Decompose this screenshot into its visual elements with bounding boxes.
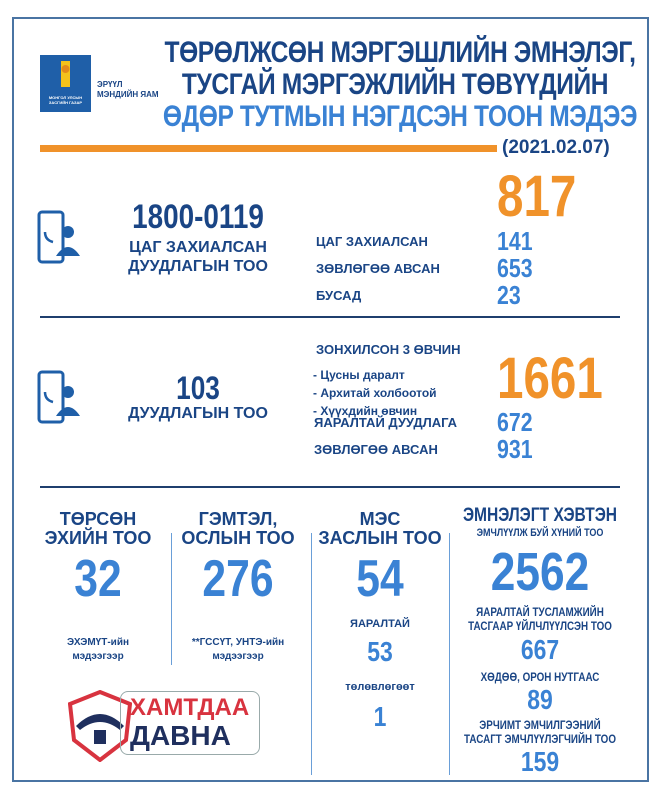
divider: [40, 486, 620, 488]
ministry-line1: ЭРҮҮЛ: [97, 80, 123, 89]
row-value: 141: [497, 226, 533, 256]
logo-box: [120, 691, 260, 755]
divider: [40, 316, 620, 318]
row-value: 672: [497, 407, 533, 437]
note-line: ЭХЭМҮТ-ийн: [66, 637, 130, 648]
row-label: ЗӨВЛӨГӨӨ АВСАН: [314, 442, 438, 457]
inpatients-title: ЭМНЭЛЭГТ ХЭВТЭН: [462, 505, 618, 526]
row-value: 653: [497, 253, 533, 283]
government-emblem-logo: МОНГОЛ УЛСЫН ЗАСГИЙН ГАЗАР: [40, 55, 91, 112]
surgery-planned-value: 1: [373, 701, 387, 732]
ministry-name: ЭРҮҮЛ МЭНДИЙН ЯАМ: [97, 80, 159, 100]
ger-shield-icon: [68, 690, 132, 762]
births-value: 32: [74, 550, 122, 608]
row-label: ЯАРАЛТАЙ ДУУДЛАГА: [314, 415, 458, 430]
rural-value: 89: [527, 684, 553, 715]
column-divider: [449, 533, 450, 775]
label-line: ЯАРАЛТАЙ ТУСЛАМЖИЙН: [476, 605, 604, 619]
column-divider: [171, 533, 172, 665]
births-note: ЭХЭМҮТ-ийн мэдээгээр: [28, 636, 168, 664]
hamtdaa-davna-logo: ХАМТДАА ДАВНА: [68, 690, 260, 762]
surgery-planned-label: төлөвлөгөөт: [345, 681, 415, 693]
surgery-title: МЭС ЗАСЛЫН ТОО: [310, 510, 450, 548]
title-line: ГЭМТЭЛ,: [198, 509, 278, 529]
injuries-note: **ГССҮТ, УНТЭ-ийн мэдээгээр: [168, 636, 308, 664]
title-line: ЗАСЛЫН ТОО: [318, 528, 442, 548]
icu-label: ЭРЧИМТ ЭМЧИЛГЭЭНИЙ ТАСАГТ ЭМЧЛҮҮЛЭГЧИЙН …: [458, 718, 622, 746]
column-divider: [311, 533, 312, 775]
infographic-frame: [12, 17, 649, 782]
ministry-line2: МЭНДИЙН ЯАМ: [97, 90, 159, 99]
list-item: - Архитай холбоотой: [313, 386, 437, 400]
title-line3: ӨДӨР ТУТМЫН НЭГДСЭН ТООН МЭДЭЭ: [162, 100, 638, 133]
top3-title: ЗОНХИЛСОН 3 ӨВЧИН: [316, 342, 461, 357]
row-label: ЗӨВЛӨГӨӨ АВСАН: [316, 261, 440, 276]
title-line2: ТУСГАЙ МЭРГЭЖЛИЙН ТӨВҮҮДИЙН: [181, 68, 609, 101]
title-line: ОСЛЫН ТОО: [181, 528, 295, 548]
title-line: МЭС: [359, 509, 401, 529]
phone-doctor-icon: [37, 370, 80, 424]
surgery-urgent-value: 53: [367, 636, 393, 667]
label-line: ТАСАГТ ЭМЧЛҮҮЛЭГЧИЙН ТОО: [464, 732, 616, 746]
list-item: - Хүүхдийн өвчин: [313, 404, 418, 418]
caption-line2: ДУУДЛАГЫН ТОО: [128, 258, 268, 275]
emblem-text: МОНГОЛ УЛСЫН ЗАСГИЙН ГАЗАР: [48, 95, 83, 105]
title-line1: ТӨРӨЛЖСӨН МЭРГЭШЛИЙН ЭМНЭЛЭГ,: [164, 36, 636, 69]
row-label: БУСАД: [316, 288, 362, 303]
inpatients-subtitle: ЭМЧЛҮҮЛЖ БУЙ ХҮНИЙ ТОО: [476, 527, 604, 539]
logo-line1: ХАМТДАА: [130, 694, 250, 721]
note-line: мэдээгээр: [212, 651, 264, 662]
emergency-value: 667: [520, 634, 560, 665]
emergency-label: ЯАРАЛТАЙ ТУСЛАМЖИЙН ТАСГААР ҮЙЛЧЛҮҮЛСЭН …: [458, 605, 622, 633]
top3-list: - Цусны даралт - Архитай холбоотой - Хүү…: [313, 366, 437, 420]
row-value: 931: [497, 434, 533, 464]
surgery-value: 54: [356, 550, 404, 608]
calls-caption: ДУУДЛАГЫН ТОО: [128, 405, 268, 422]
injuries-title: ГЭМТЭЛ, ОСЛЫН ТОО: [168, 510, 308, 548]
soyombo-icon: [61, 61, 70, 87]
list-item: - Цусны даралт: [313, 368, 405, 382]
calls-number: 103: [176, 370, 220, 406]
injuries-value: 276: [202, 550, 274, 608]
title-line: ТӨРСӨН: [59, 509, 137, 529]
icu-value: 159: [520, 746, 560, 777]
note-line: **ГССҮТ, УНТЭ-ийн: [191, 637, 285, 648]
note-line: мэдээгээр: [72, 651, 124, 662]
label-line: ТАСГААР ҮЙЛЧЛҮҮЛСЭН ТОО: [468, 619, 612, 633]
hotline-caption: ЦАГ ЗАХИАЛСАН ДУУДЛАГЫН ТОО: [98, 238, 298, 276]
caption-line1: ЦАГ ЗАХИАЛСАН: [129, 239, 267, 256]
hotline-total: 817: [497, 164, 577, 229]
rural-label: ХӨДӨӨ, ОРОН НУТГААС: [480, 670, 600, 684]
orange-bar: [40, 145, 497, 152]
title-line: ЭХИЙН ТОО: [44, 528, 152, 548]
logo-line2: ДАВНА: [130, 720, 231, 751]
label-line: ЭРЧИМТ ЭМЧИЛГЭЭНИЙ: [479, 718, 601, 732]
row-label: ЦАГ ЗАХИАЛСАН: [316, 234, 428, 249]
phone-doctor-icon: [37, 210, 80, 264]
hotline-number: 1800-0119: [132, 198, 264, 236]
calls-total: 1661: [497, 346, 603, 411]
inpatients-value: 2562: [490, 542, 590, 602]
row-value: 23: [497, 280, 521, 310]
report-date: (2021.02.07): [502, 137, 610, 158]
surgery-urgent-label: ЯАРАЛТАЙ: [350, 618, 410, 630]
births-title: ТӨРСӨН ЭХИЙН ТОО: [28, 510, 168, 548]
